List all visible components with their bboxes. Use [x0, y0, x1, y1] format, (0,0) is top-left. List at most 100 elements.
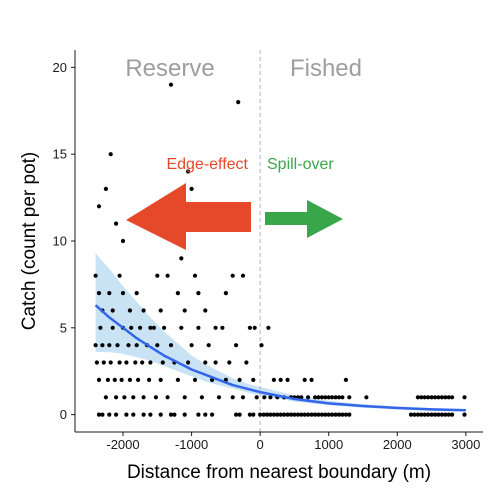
data-point	[179, 256, 184, 261]
x-axis-title: Distance from nearest boundary (m)	[127, 462, 431, 483]
data-point	[264, 412, 270, 417]
data-point	[114, 412, 119, 417]
data-point	[189, 186, 194, 191]
x-tick-label: -2000	[106, 437, 139, 452]
data-point	[93, 343, 98, 348]
data-point	[117, 360, 122, 365]
data-point	[108, 360, 113, 365]
data-point	[182, 308, 187, 313]
data-point	[165, 273, 170, 278]
data-point	[236, 100, 241, 105]
data-point	[110, 308, 115, 313]
data-point	[278, 377, 283, 382]
data-point	[210, 412, 215, 417]
data-point	[136, 377, 141, 382]
data-point	[158, 377, 163, 382]
data-point	[199, 395, 204, 400]
data-point	[450, 412, 455, 417]
data-point	[165, 395, 170, 400]
data-point	[254, 395, 259, 400]
data-point	[120, 291, 126, 296]
data-point	[271, 377, 276, 382]
data-point	[131, 395, 136, 400]
data-point	[112, 377, 117, 382]
data-point	[134, 291, 139, 296]
data-point	[141, 395, 146, 400]
data-point	[333, 395, 338, 400]
data-point	[230, 273, 235, 278]
data-point	[343, 377, 348, 382]
data-point	[192, 273, 198, 278]
y-tick-label: 10	[53, 234, 67, 249]
data-point	[158, 412, 163, 417]
data-point	[292, 412, 297, 417]
data-point	[252, 325, 257, 330]
data-point	[186, 169, 191, 174]
data-point	[426, 395, 431, 400]
data-point	[119, 377, 124, 382]
data-point	[436, 412, 441, 417]
data-point	[107, 291, 112, 296]
data-point	[309, 377, 314, 382]
data-point	[168, 343, 174, 348]
data-point	[186, 360, 191, 365]
data-point	[103, 395, 108, 400]
data-point	[262, 395, 267, 400]
data-point	[436, 395, 441, 400]
x-tick-label: -1000	[175, 437, 208, 452]
data-point	[117, 273, 122, 278]
data-point	[237, 412, 242, 417]
y-tick-label: 20	[53, 60, 67, 75]
data-point	[268, 395, 273, 400]
data-point	[114, 221, 119, 226]
data-point	[141, 412, 146, 417]
spill-over-label: Spill-over	[267, 156, 334, 173]
data-point	[175, 291, 180, 296]
data-point	[247, 325, 252, 330]
data-point	[302, 377, 307, 382]
data-point	[439, 412, 444, 417]
data-point	[426, 412, 431, 417]
data-point	[343, 412, 348, 417]
y-axis-title: Catch (count per pot)	[19, 152, 40, 330]
data-point	[93, 273, 98, 278]
confidence-ribbon-layer	[95, 253, 466, 412]
data-point	[462, 412, 467, 417]
data-point	[155, 273, 160, 278]
data-point	[175, 377, 180, 382]
y-axis-ticks: 0 5 10 15 20	[53, 60, 75, 422]
data-point	[299, 412, 304, 417]
data-point	[122, 395, 127, 400]
data-point	[107, 412, 112, 417]
data-point	[115, 343, 120, 348]
data-point	[98, 325, 103, 330]
data-point	[148, 412, 153, 417]
data-point	[203, 360, 208, 365]
data-point	[408, 412, 414, 417]
data-point	[412, 412, 417, 417]
fit-line	[94, 304, 466, 412]
data-point	[100, 412, 105, 417]
data-point	[326, 412, 331, 417]
data-point	[189, 343, 194, 348]
data-point	[124, 412, 129, 417]
data-point	[282, 412, 287, 417]
data-point	[158, 308, 163, 313]
data-point	[133, 360, 138, 365]
data-point	[312, 395, 318, 400]
data-point	[151, 325, 156, 330]
data-point	[247, 412, 252, 417]
data-point	[182, 412, 187, 417]
data-point	[213, 360, 218, 365]
data-point	[160, 360, 165, 365]
y-tick-label: 15	[53, 147, 67, 162]
data-point	[446, 395, 451, 400]
data-point	[168, 412, 174, 417]
data-point	[140, 360, 145, 365]
data-point	[127, 377, 132, 382]
data-point	[347, 412, 352, 417]
data-point	[240, 273, 246, 278]
data-point	[333, 412, 338, 417]
data-point	[216, 395, 222, 400]
data-point	[129, 325, 134, 330]
